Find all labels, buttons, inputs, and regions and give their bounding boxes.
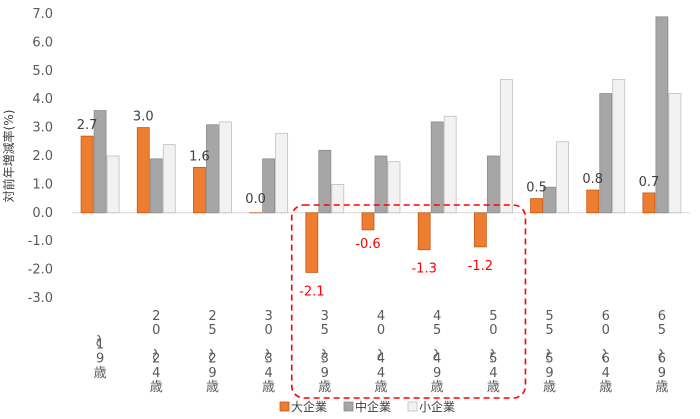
y-axis-label: 対前年増減率(%) — [1, 110, 16, 203]
bar-large-1 — [136, 127, 150, 214]
x-tick-label: 3 5 〜3 9 歳 — [314, 309, 331, 395]
bar-medium-3 — [262, 158, 276, 214]
data-label-large-8: 0.5 — [526, 181, 547, 196]
data-label-large-9: 0.8 — [582, 172, 603, 187]
bar-medium-7 — [486, 155, 500, 214]
bar-large-4 — [305, 212, 319, 273]
y-tick-label: 7.0 — [32, 7, 53, 22]
bar-large-0 — [80, 135, 94, 214]
data-label-large-3: 0.0 — [245, 192, 266, 207]
y-tick-label: 4.0 — [32, 92, 53, 107]
x-tick-label: 3 0 〜3 4 歳 — [258, 309, 275, 395]
data-label-large-5: -0.6 — [355, 237, 380, 252]
bar-medium-10 — [655, 16, 669, 214]
x-tick-label: 6 5 〜6 9 歳 — [651, 309, 668, 395]
y-tick-label: 0.0 — [32, 206, 53, 221]
legend-label: 小企業 — [419, 399, 455, 414]
bar-large-2 — [193, 166, 206, 214]
legend-label: 中企業 — [355, 399, 391, 414]
bar-small-5 — [387, 161, 401, 214]
bar-small-6 — [443, 115, 457, 214]
x-tick-label: 5 0 〜5 4 歳 — [483, 309, 500, 395]
y-tick-label: -2.0 — [28, 263, 53, 278]
x-tick-label: 〜1 9 歳 — [90, 334, 107, 381]
x-tick-label: 4 5 〜4 9 歳 — [427, 309, 444, 395]
legend-swatch-2 — [407, 401, 418, 412]
bar-small-9 — [612, 78, 626, 214]
bar-medium-9 — [599, 93, 613, 214]
data-label-large-6: -1.3 — [411, 262, 436, 277]
data-label-large-7: -1.2 — [468, 259, 493, 274]
bar-medium-5 — [374, 155, 388, 214]
bar-large-9 — [586, 189, 600, 214]
data-label-large-10: 0.7 — [639, 175, 660, 190]
data-label-large-1: 3.0 — [133, 110, 154, 125]
bar-small-0 — [106, 155, 120, 214]
bar-medium-4 — [318, 149, 332, 214]
legend-swatch-1 — [343, 401, 354, 412]
x-tick-label: 2 5 〜2 9 歳 — [202, 309, 219, 395]
x-tick-label: 6 0 〜6 4 歳 — [595, 309, 612, 395]
bar-large-8 — [530, 198, 543, 214]
bar-small-10 — [668, 93, 682, 214]
y-tick-label: 2.0 — [32, 149, 53, 164]
data-label-large-4: -2.1 — [299, 284, 324, 299]
bar-small-4 — [331, 183, 345, 214]
data-label-large-2: 1.6 — [189, 149, 210, 164]
x-tick-label: 5 5 〜5 9 歳 — [539, 309, 556, 395]
bar-small-8 — [556, 141, 569, 214]
bar-medium-2 — [206, 124, 219, 214]
x-tick-label: 4 0 〜4 4 歳 — [370, 309, 387, 395]
bar-medium-8 — [543, 186, 556, 214]
bar-small-1 — [162, 144, 176, 214]
y-tick-label: 6.0 — [32, 35, 53, 50]
bar-medium-1 — [149, 158, 163, 214]
x-tick-label: 2 0 〜2 4 歳 — [146, 309, 163, 395]
bar-medium-0 — [93, 110, 107, 214]
y-tick-label: -3.0 — [28, 291, 53, 306]
bar-small-3 — [275, 132, 289, 214]
bar-large-5 — [361, 212, 375, 231]
bar-large-10 — [642, 192, 656, 214]
highlight-box — [290, 204, 527, 399]
y-tick-label: 1.0 — [32, 177, 53, 192]
legend-swatch-0 — [279, 401, 290, 412]
legend-label: 大企業 — [291, 399, 327, 414]
data-label-large-0: 2.7 — [77, 118, 98, 133]
y-tick-label: 3.0 — [32, 121, 53, 136]
y-tick-label: -1.0 — [28, 234, 53, 249]
bar-large-7 — [473, 212, 487, 248]
bar-medium-6 — [430, 121, 444, 214]
bar-large-6 — [417, 212, 431, 251]
bar-small-7 — [499, 78, 513, 214]
bar-small-2 — [219, 121, 232, 214]
y-tick-label: 5.0 — [32, 64, 53, 79]
